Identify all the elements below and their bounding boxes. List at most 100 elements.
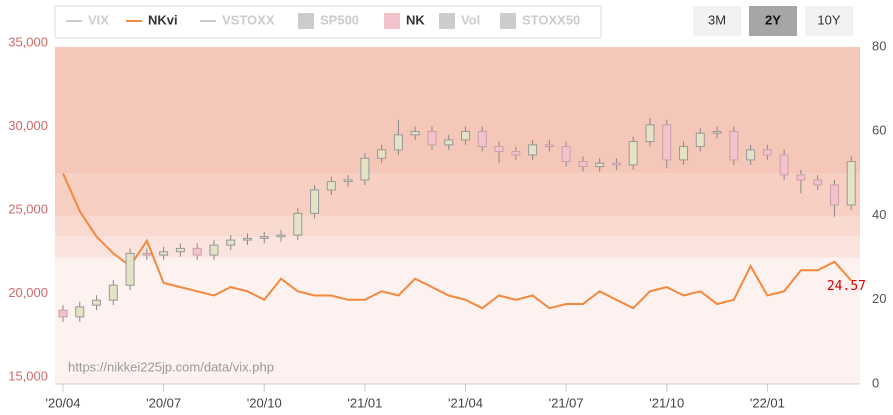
candle-body — [293, 212, 303, 236]
threshold-band — [55, 173, 860, 216]
candle-body — [192, 247, 202, 256]
candle-body — [142, 252, 152, 256]
candle-body — [595, 162, 605, 168]
threshold-band — [55, 47, 860, 174]
candle-body — [578, 161, 588, 168]
threshold-band — [55, 257, 860, 384]
candle-body — [343, 179, 353, 183]
legend-symbol — [439, 13, 455, 29]
candle-body — [360, 157, 370, 181]
candle-body — [326, 181, 336, 191]
candle-body — [829, 184, 839, 206]
range-button[interactable]: 10Y — [805, 6, 853, 36]
range-button-bg — [749, 6, 797, 36]
legend-label: SP500 — [320, 12, 359, 27]
candle-body — [461, 131, 470, 141]
candle-body — [92, 299, 102, 306]
range-button-bg — [693, 6, 741, 36]
candle-body — [779, 154, 789, 176]
legend-item[interactable]: STOXX50 — [500, 12, 580, 29]
y-tick-label: 15,000 — [8, 368, 48, 383]
candle-body — [393, 134, 403, 151]
candle-body — [645, 124, 655, 143]
threshold-band — [55, 215, 860, 237]
candle-body — [209, 244, 219, 256]
candle-body — [125, 252, 135, 286]
legend-label: NKvi — [148, 12, 178, 27]
legend-item[interactable]: VSTOXX — [200, 12, 275, 27]
candle-body — [662, 124, 672, 161]
candle-body — [729, 131, 739, 161]
candle-body — [561, 146, 571, 163]
candle-body — [108, 284, 118, 301]
candle-body — [427, 131, 437, 146]
candle-body — [494, 146, 504, 153]
candle-body — [276, 234, 286, 238]
candle-body — [762, 149, 772, 156]
y2-tick-label: 80 — [872, 38, 886, 53]
legend-symbol — [298, 13, 314, 29]
candle-body — [242, 237, 252, 241]
candle-body — [410, 131, 420, 136]
legend-label: NK — [406, 12, 425, 27]
legend-item[interactable]: SP500 — [298, 12, 359, 29]
candle-body — [679, 146, 689, 161]
y2-tick-label: 20 — [872, 291, 886, 306]
candle-body — [544, 144, 554, 148]
range-button[interactable]: 3M — [693, 6, 741, 36]
line-series — [62, 172, 852, 310]
legend-item[interactable]: VIX — [66, 12, 109, 27]
candle-body — [712, 131, 722, 134]
y-tick-label: 20,000 — [8, 285, 48, 300]
x-tick-label: '20/04 — [45, 395, 80, 410]
x-tick-label: '20/10 — [247, 395, 282, 410]
threshold-band — [55, 236, 860, 258]
x-tick-label: '20/07 — [146, 395, 181, 410]
legend-label: Vol — [461, 12, 480, 27]
candle-body — [695, 132, 705, 148]
legend-item[interactable]: NK — [384, 12, 425, 29]
candle-body — [611, 162, 621, 166]
candle-body — [528, 144, 538, 156]
y-tick-label: 25,000 — [8, 201, 48, 216]
candle-body — [846, 161, 856, 206]
legend-symbol — [500, 13, 516, 29]
legend-symbol — [384, 13, 400, 29]
x-tick-label: '21/01 — [347, 395, 382, 410]
x-tick-label: '21/07 — [549, 395, 584, 410]
y-tick-label: 30,000 — [8, 118, 48, 133]
candle-body — [310, 189, 320, 214]
legend-label: VSTOXX — [222, 12, 275, 27]
candle-body — [444, 139, 454, 146]
range-button-label: 3M — [708, 12, 726, 27]
candle-body — [746, 149, 756, 161]
candle-body — [75, 306, 85, 318]
candle-body — [477, 131, 487, 148]
source-url: https://nikkei225jp.com/data/vix.php — [68, 359, 274, 374]
y2-tick-label: 60 — [872, 123, 886, 138]
candle-body — [377, 149, 387, 159]
y2-tick-label: 0 — [872, 375, 879, 390]
last-value-label: 24.57 — [827, 279, 866, 294]
range-button-label: 2Y — [765, 12, 781, 27]
candle-body — [175, 247, 185, 253]
legend-item[interactable]: NKvi — [126, 12, 178, 27]
legend-label: VIX — [88, 12, 109, 27]
band-layer — [55, 47, 860, 384]
candle-body — [58, 309, 68, 318]
y-tick-label: 35,000 — [8, 34, 48, 49]
candle-body — [226, 239, 236, 246]
legend-item[interactable]: Vol — [439, 12, 480, 29]
candle-body — [159, 251, 169, 256]
candle-body — [796, 174, 806, 181]
range-button-label: 10Y — [817, 12, 840, 27]
candle-body — [813, 179, 823, 186]
candle-body — [259, 236, 269, 239]
candle-body — [511, 151, 521, 156]
range-button[interactable]: 2Y — [749, 6, 797, 36]
x-tick-label: '22/01 — [750, 395, 785, 410]
legend-label: STOXX50 — [522, 12, 580, 27]
x-tick-label: '21/04 — [448, 395, 483, 410]
